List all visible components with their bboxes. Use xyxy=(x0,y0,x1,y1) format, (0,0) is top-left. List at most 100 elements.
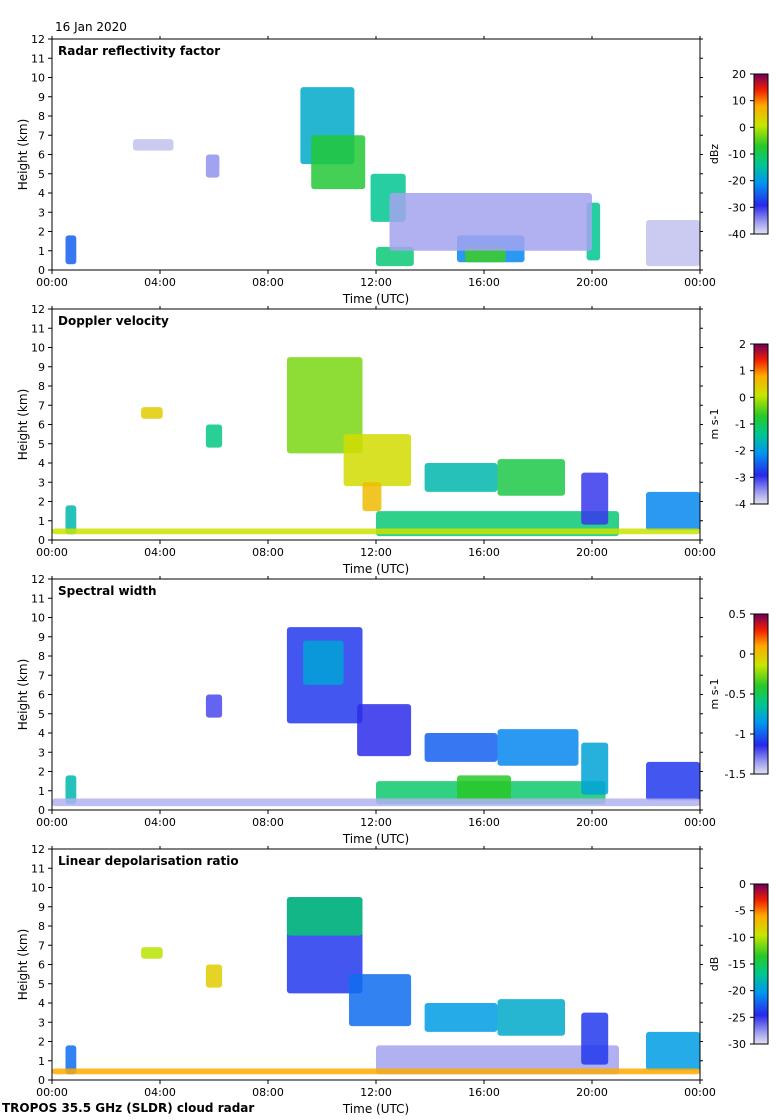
y-tick-label: 9 xyxy=(38,91,45,104)
y-tick-label: 7 xyxy=(38,939,45,952)
panel-1: Radar reflectivity factor012345678910111… xyxy=(16,33,769,306)
panel-title: Doppler velocity xyxy=(58,314,169,328)
colorbar-tick-label: 2 xyxy=(739,338,746,351)
x-tick-label: 20:00 xyxy=(576,546,608,559)
y-tick-label: 8 xyxy=(38,920,45,933)
echo-cell xyxy=(581,742,609,795)
colorbar-tick-label: -30 xyxy=(728,201,746,214)
echo-cell xyxy=(205,424,223,448)
y-tick-label: 12 xyxy=(31,843,45,856)
y-tick-label: 11 xyxy=(31,862,45,875)
echo-cell xyxy=(52,528,700,535)
colorbar-tick-label: -4 xyxy=(735,498,746,511)
echo-cell xyxy=(497,729,579,766)
colorbar-tick-label: 0 xyxy=(739,121,746,134)
echo-cell xyxy=(286,897,363,936)
x-tick-label: 04:00 xyxy=(144,816,176,829)
echo-cell xyxy=(362,482,382,512)
y-tick-label: 2 xyxy=(38,496,45,509)
x-tick-label: 08:00 xyxy=(252,1086,284,1099)
colorbar xyxy=(753,613,769,775)
colorbar xyxy=(753,883,769,1045)
echo-cell xyxy=(133,139,174,151)
x-axis-label: Time (UTC) xyxy=(342,1102,409,1116)
y-tick-label: 5 xyxy=(38,978,45,991)
y-axis-label: Height (km) xyxy=(16,389,30,460)
y-tick-label: 0 xyxy=(38,534,45,547)
x-tick-label: 20:00 xyxy=(576,816,608,829)
y-tick-label: 11 xyxy=(31,322,45,335)
colorbar-tick-label: 10 xyxy=(732,95,746,108)
y-tick-label: 3 xyxy=(38,1016,45,1029)
echo-cell xyxy=(65,1045,77,1075)
colorbar-tick-label: -0.5 xyxy=(725,688,746,701)
colorbar-tick-label: -40 xyxy=(728,228,746,241)
y-tick-label: 2 xyxy=(38,226,45,239)
colorbar-tick-label: 0 xyxy=(739,878,746,891)
x-tick-label: 16:00 xyxy=(468,546,500,559)
colorbar-tick-label: -1 xyxy=(735,728,746,741)
x-tick-label: 08:00 xyxy=(252,816,284,829)
echo-cell xyxy=(376,246,414,267)
echo-cell xyxy=(646,1031,700,1071)
echo-cell xyxy=(141,947,163,959)
colorbar-tick-label: -20 xyxy=(728,175,746,188)
y-tick-label: 10 xyxy=(31,882,45,895)
x-tick-label: 08:00 xyxy=(252,276,284,289)
y-tick-label: 9 xyxy=(38,361,45,374)
panel-title: Spectral width xyxy=(58,584,157,598)
y-tick-label: 6 xyxy=(38,149,45,162)
x-tick-label: 04:00 xyxy=(144,546,176,559)
y-tick-label: 4 xyxy=(38,727,45,740)
echo-cell xyxy=(52,1068,700,1075)
x-tick-label: 12:00 xyxy=(360,276,392,289)
colorbar-tick-label: -10 xyxy=(728,931,746,944)
colorbar xyxy=(753,343,769,505)
x-tick-label: 00:00 xyxy=(36,546,68,559)
y-tick-label: 9 xyxy=(38,631,45,644)
echo-cell xyxy=(424,463,498,492)
echo-cell xyxy=(349,974,412,1027)
colorbar-tick-label: -15 xyxy=(728,958,746,971)
echo-cell xyxy=(65,235,77,265)
colorbar-tick-label: -5 xyxy=(735,905,746,918)
x-tick-label: 20:00 xyxy=(576,276,608,289)
y-tick-label: 6 xyxy=(38,959,45,972)
echo-cell xyxy=(357,704,412,757)
echo-group xyxy=(52,627,700,807)
y-tick-label: 10 xyxy=(31,612,45,625)
y-tick-label: 11 xyxy=(31,592,45,605)
x-tick-label: 20:00 xyxy=(576,1086,608,1099)
y-tick-label: 4 xyxy=(38,457,45,470)
y-tick-label: 2 xyxy=(38,766,45,779)
x-tick-label: 12:00 xyxy=(360,1086,392,1099)
colorbar-label: dB xyxy=(708,957,721,972)
echo-cell xyxy=(581,1012,609,1065)
echo-cell xyxy=(311,135,366,190)
echo-cell xyxy=(646,491,700,531)
x-tick-label: 08:00 xyxy=(252,546,284,559)
x-tick-label: 00:00 xyxy=(36,276,68,289)
y-tick-label: 9 xyxy=(38,901,45,914)
y-tick-label: 7 xyxy=(38,669,45,682)
echo-cell xyxy=(646,761,700,801)
colorbar-label: m s-1 xyxy=(708,409,721,440)
x-tick-label: 00:00 xyxy=(684,816,716,829)
colorbar-tick-label: 1 xyxy=(739,365,746,378)
y-tick-label: 3 xyxy=(38,476,45,489)
echo-group xyxy=(52,897,700,1075)
y-tick-label: 8 xyxy=(38,110,45,123)
echo-cell xyxy=(389,193,592,251)
x-tick-label: 00:00 xyxy=(684,276,716,289)
footer-label: TROPOS 35.5 GHz (SLDR) cloud radar xyxy=(2,1101,255,1115)
echo-cell xyxy=(376,1045,619,1075)
echo-cell xyxy=(457,775,511,801)
y-tick-label: 1 xyxy=(38,515,45,528)
y-tick-label: 0 xyxy=(38,804,45,817)
y-tick-label: 2 xyxy=(38,1036,45,1049)
x-tick-label: 12:00 xyxy=(360,546,392,559)
echo-cell xyxy=(424,1003,498,1032)
y-tick-label: 5 xyxy=(38,438,45,451)
